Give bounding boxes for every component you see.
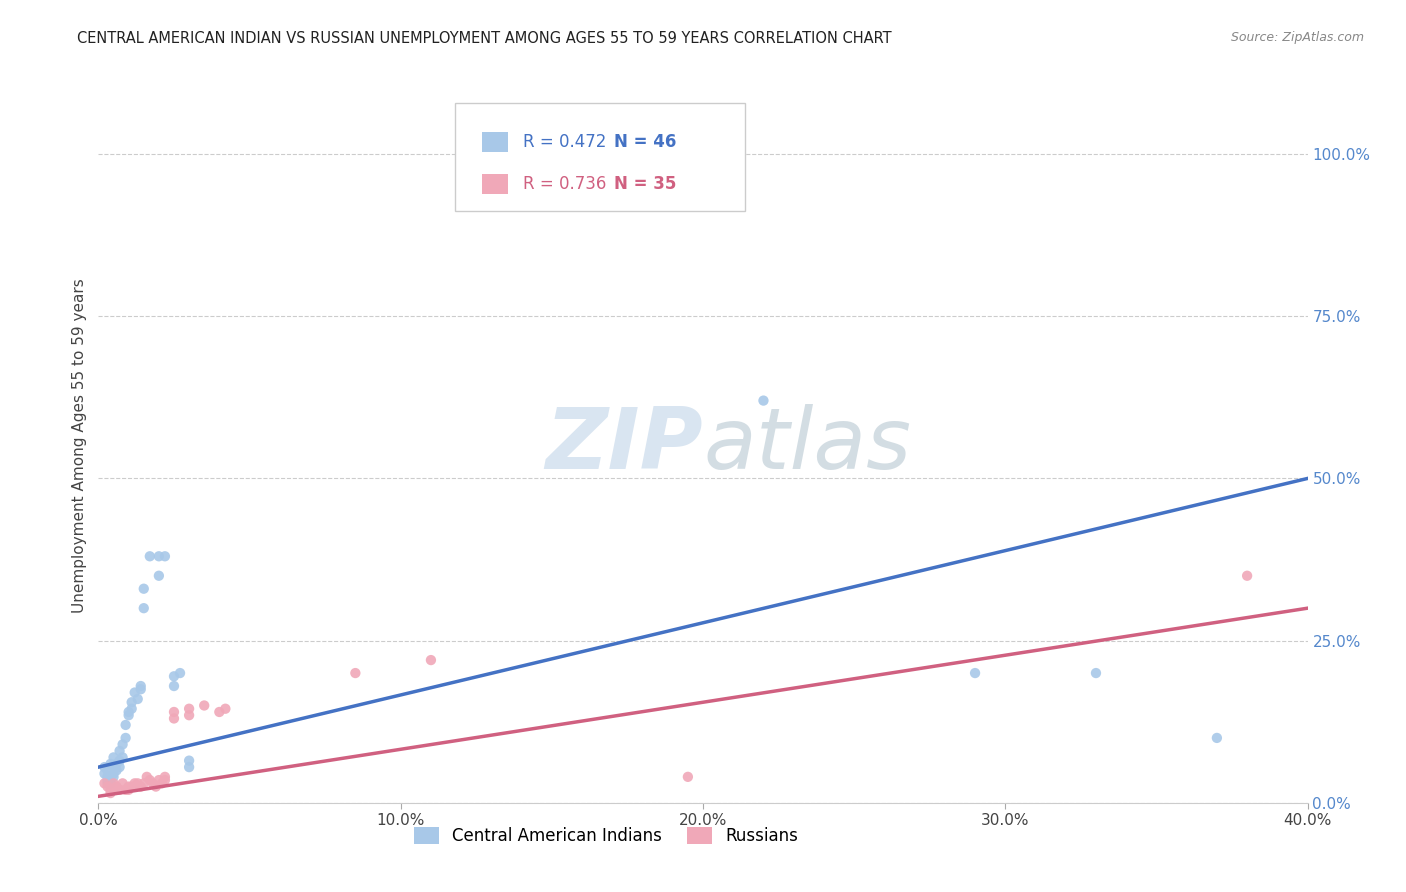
Point (100, 786, 122, 800)
Point (100, 782, 122, 797)
Point (108, 760, 131, 774)
Point (96, 776, 118, 790)
Point (163, 669, 186, 683)
Point (148, 549, 170, 564)
Point (108, 754, 131, 768)
Point (965, 666, 987, 681)
Text: N = 46: N = 46 (613, 133, 676, 151)
Point (121, 695, 143, 709)
Point (111, 776, 134, 790)
Point (105, 780, 128, 794)
Y-axis label: Unemployment Among Ages 55 to 59 years: Unemployment Among Ages 55 to 59 years (72, 278, 87, 614)
Point (114, 782, 136, 797)
FancyBboxPatch shape (482, 132, 509, 153)
Point (139, 549, 162, 564)
Point (100, 756, 122, 771)
Point (124, 776, 146, 790)
Point (124, 685, 146, 699)
Point (111, 750, 134, 764)
Point (179, 708, 201, 723)
Point (193, 698, 215, 713)
Text: ZIP: ZIP (546, 404, 703, 488)
Point (111, 738, 134, 752)
Text: R = 0.736: R = 0.736 (523, 175, 606, 193)
Point (96, 764, 118, 778)
Point (169, 666, 191, 681)
Text: R = 0.472: R = 0.472 (523, 133, 606, 151)
Point (118, 782, 141, 797)
Point (1236, 568, 1258, 582)
Point (103, 766, 125, 780)
Point (132, 776, 155, 790)
Point (208, 705, 231, 719)
Point (153, 773, 176, 788)
Point (129, 682, 152, 697)
Point (118, 705, 141, 719)
Point (105, 756, 128, 771)
Point (100, 770, 122, 784)
Point (179, 702, 201, 716)
Point (108, 744, 131, 758)
Point (145, 780, 167, 794)
Point (344, 666, 367, 681)
Text: Source: ZipAtlas.com: Source: ZipAtlas.com (1230, 31, 1364, 45)
Point (93, 766, 115, 780)
Text: N = 35: N = 35 (613, 175, 676, 193)
Point (105, 764, 128, 778)
Point (450, 147, 472, 161)
Point (114, 718, 136, 732)
Point (420, 653, 443, 667)
Point (163, 711, 186, 725)
FancyBboxPatch shape (482, 174, 509, 194)
Point (148, 568, 170, 582)
Point (676, 770, 699, 784)
Point (93, 760, 115, 774)
Point (127, 776, 149, 790)
Point (96, 773, 118, 788)
Point (132, 582, 155, 596)
Point (103, 770, 125, 784)
Point (163, 679, 186, 693)
Point (121, 780, 143, 794)
Point (150, 776, 173, 790)
Point (118, 780, 141, 794)
Point (103, 776, 125, 790)
Point (142, 776, 165, 790)
Point (752, 393, 775, 408)
Point (132, 601, 155, 615)
Point (135, 770, 157, 784)
FancyBboxPatch shape (456, 103, 745, 211)
Point (153, 770, 176, 784)
Point (127, 692, 149, 706)
Text: CENTRAL AMERICAN INDIAN VS RUSSIAN UNEMPLOYMENT AMONG AGES 55 TO 59 YEARS CORREL: CENTRAL AMERICAN INDIAN VS RUSSIAN UNEMP… (77, 31, 891, 46)
Point (214, 702, 236, 716)
Point (118, 708, 141, 723)
Point (139, 773, 162, 788)
Point (179, 760, 201, 774)
Point (179, 754, 201, 768)
Point (1085, 666, 1108, 681)
Point (121, 702, 143, 716)
Point (129, 679, 152, 693)
Point (1206, 731, 1229, 745)
Point (96, 770, 118, 784)
Point (129, 780, 152, 794)
Text: atlas: atlas (703, 404, 911, 488)
Point (153, 549, 176, 564)
Point (103, 760, 125, 774)
Point (96, 780, 118, 794)
Point (103, 750, 125, 764)
Point (163, 705, 186, 719)
Point (108, 782, 131, 797)
Point (100, 776, 122, 790)
Point (93, 776, 115, 790)
Point (148, 773, 170, 788)
Point (114, 731, 136, 745)
Legend: Central American Indians, Russians: Central American Indians, Russians (408, 820, 806, 852)
